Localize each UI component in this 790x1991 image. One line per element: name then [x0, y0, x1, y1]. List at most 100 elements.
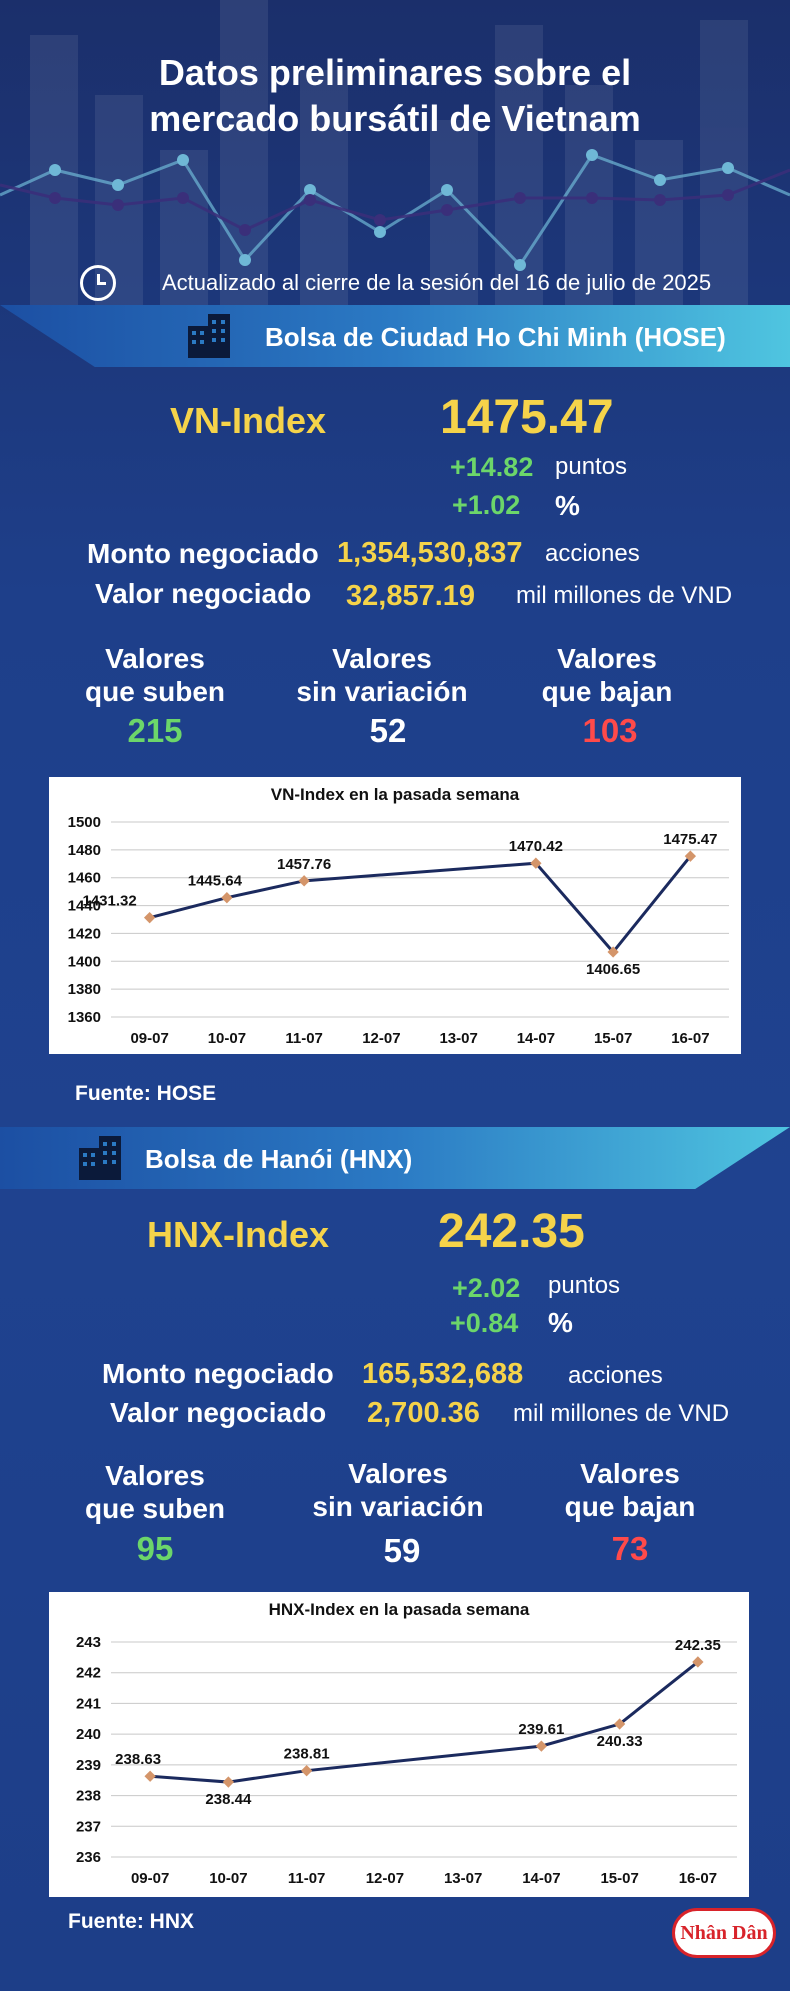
volume-label: Monto negociado — [87, 538, 319, 569]
advancers-label-line-1: Valores — [105, 1460, 205, 1491]
vn-index-name: VN-Index — [170, 400, 327, 441]
hose-source: Fuente: HOSE — [75, 1082, 217, 1105]
series-line — [150, 1660, 699, 1784]
unchanged-label: Valores sin variación — [272, 642, 492, 708]
percent-unit: % — [548, 1307, 573, 1338]
unchanged-count: 52 — [369, 712, 407, 749]
data-label: 1431.32 — [83, 893, 137, 910]
y-tick-label: 239 — [76, 1757, 101, 1774]
x-tick-label: 11-07 — [285, 1030, 323, 1047]
volume-label: Monto negociado — [102, 1358, 334, 1389]
x-tick-label: 10-07 — [209, 1870, 247, 1887]
decorative-background — [0, 0, 790, 310]
data-point — [298, 875, 310, 887]
hnx-exchange-name: Bolsa de Hanói (HNX) — [145, 1144, 413, 1174]
volume-value: 1,354,530,837 — [337, 537, 523, 569]
y-tick-label: 1480 — [68, 842, 101, 859]
advancers-label-line-2: que suben — [84, 676, 225, 707]
data-label: 238.63 — [115, 1751, 161, 1768]
hnx-index-name: HNX-Index — [147, 1214, 330, 1255]
y-tick-label: 236 — [76, 1849, 101, 1866]
y-tick-label: 243 — [76, 1634, 101, 1651]
hnx-index-value: 242.35 — [438, 1205, 585, 1258]
x-tick-label: 09-07 — [130, 1030, 168, 1047]
y-tick-label: 242 — [76, 1665, 101, 1682]
y-tick-label: 237 — [76, 1818, 101, 1835]
hnx-index-chart: HNX-Index en la pasada semana 236 237 238 23… — [49, 1592, 749, 1897]
building-icon — [79, 1136, 121, 1180]
hose-exchange-name: Bolsa de Ciudad Ho Chi Minh (HOSE) — [265, 322, 726, 352]
volume-unit: acciones — [545, 540, 640, 567]
unchanged-label-line-1: Valores — [348, 1458, 448, 1489]
y-tick-label: 1380 — [68, 981, 101, 998]
y-tick-label: 1360 — [68, 1009, 101, 1026]
hnx-source: Fuente: HNX — [68, 1910, 194, 1933]
advancers-label-line-2: que suben — [84, 1493, 225, 1524]
vn-index-chart: VN-Index en la pasada semana 1360 1380 1400… — [49, 777, 741, 1054]
title-line-2: mercado bursátil de Vietnam — [149, 98, 641, 139]
x-tick-label: 09-07 — [131, 1870, 169, 1887]
x-tick-label: 12-07 — [362, 1030, 400, 1047]
unchanged-label-line-2: sin variación — [296, 676, 468, 707]
y-tick-label: 240 — [76, 1726, 101, 1743]
data-label: 240.33 — [597, 1733, 643, 1750]
x-tick-label: 15-07 — [594, 1030, 632, 1047]
x-tick-label: 14-07 — [522, 1870, 560, 1887]
data-point — [613, 1718, 626, 1730]
title-line-1: Datos preliminares sobre el — [158, 52, 632, 93]
update-timestamp: Actualizado al cierre de la sesión del 1… — [162, 270, 712, 295]
decliners-label-line-2: que bajan — [541, 676, 673, 707]
value-unit: mil millones de VND — [513, 1400, 730, 1427]
data-label: 1475.47 — [663, 831, 717, 848]
data-point — [221, 892, 233, 904]
building-icon — [188, 314, 230, 358]
advancers-label: Valores que suben — [45, 642, 265, 708]
clock-icon — [80, 265, 116, 301]
data-point — [535, 1740, 548, 1752]
decliners-label-line-1: Valores — [580, 1458, 680, 1489]
unchanged-label-line-2: sin variación — [312, 1491, 484, 1522]
hnx-change-percent: +0.84 — [450, 1308, 519, 1338]
unchanged-count: 59 — [383, 1532, 421, 1569]
series-line — [149, 855, 692, 955]
x-tick-label: 11-07 — [288, 1870, 326, 1887]
y-tick-label: 241 — [76, 1695, 101, 1712]
volume-value: 165,532,688 — [362, 1358, 524, 1390]
vn-index-value: 1475.47 — [440, 391, 614, 444]
advancers-count: 95 — [136, 1530, 174, 1567]
data-point — [300, 1765, 313, 1777]
x-tick-label: 13-07 — [439, 1030, 477, 1047]
points-unit: puntos — [548, 1272, 621, 1299]
value-value: 32,857.19 — [346, 580, 476, 612]
data-label: 238.44 — [205, 1791, 252, 1808]
data-point — [222, 1776, 235, 1788]
data-point — [144, 1770, 156, 1782]
decliners-count: 73 — [611, 1530, 649, 1567]
hose-banner — [0, 305, 790, 367]
nhan-dan-logo: Nhân Dân — [672, 1908, 776, 1958]
decliners-label-line-1: Valores — [557, 643, 657, 674]
percent-unit: % — [555, 490, 580, 521]
data-label: 238.81 — [284, 1746, 330, 1763]
advancers-label: Valores que suben — [45, 1459, 265, 1525]
hnx-index-chart-svg: HNX-Index en la pasada semana 236 237 238 23… — [76, 1600, 737, 1887]
data-label: 1470.42 — [509, 838, 563, 855]
advancers-label-line-1: Valores — [105, 643, 205, 674]
y-tick-label: 1440 — [68, 898, 101, 915]
value-unit: mil millones de VND — [516, 582, 733, 609]
x-tick-label: 10-07 — [208, 1030, 246, 1047]
decliners-label: Valores que bajan — [497, 642, 717, 708]
x-tick-label: 14-07 — [517, 1030, 555, 1047]
data-label: 1445.64 — [188, 873, 243, 890]
x-tick-label: 13-07 — [444, 1870, 482, 1887]
volume-unit: acciones — [568, 1362, 663, 1389]
y-tick-label: 1420 — [68, 925, 101, 942]
vn-change-points: +14.82 — [450, 452, 534, 482]
y-tick-label: 238 — [76, 1788, 101, 1805]
advancers-count: 215 — [127, 712, 183, 749]
data-point — [530, 857, 542, 869]
x-tick-label: 12-07 — [366, 1870, 404, 1887]
points-unit: puntos — [555, 453, 628, 480]
vn-index-chart-svg: VN-Index en la pasada semana 1360 1380 1400… — [68, 785, 729, 1047]
